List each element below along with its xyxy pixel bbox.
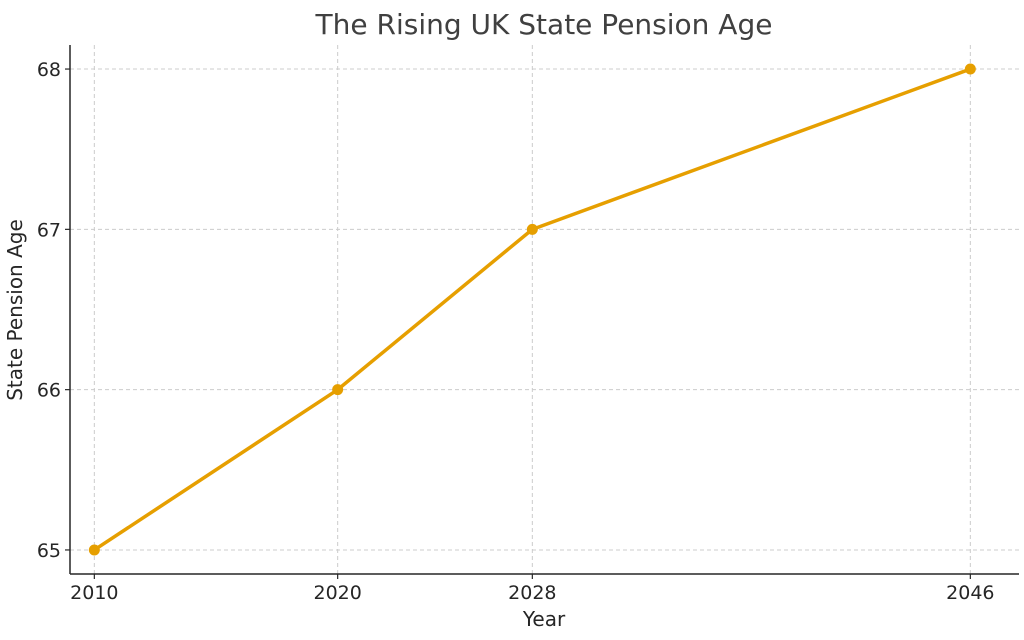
y-tick-label: 66: [37, 380, 61, 402]
grid: [70, 45, 1019, 574]
y-tick-label: 65: [37, 540, 61, 562]
data-point: [332, 384, 344, 396]
chart-title: The Rising UK State Pension Age: [315, 8, 773, 41]
data-point: [88, 544, 100, 556]
y-tick-label: 67: [37, 219, 61, 241]
x-tick-label: 2010: [70, 582, 118, 604]
series: [88, 63, 976, 556]
x-axis-ticks: 2010 2020 2028 2046: [70, 574, 995, 604]
x-axis-label: Year: [522, 607, 566, 631]
x-tick-label: 2046: [946, 582, 994, 604]
x-tick-label: 2028: [508, 582, 556, 604]
x-tick-label: 2020: [313, 582, 361, 604]
y-axis-label: State Pension Age: [3, 219, 27, 401]
y-axis-ticks: 65 66 67 68: [37, 59, 70, 562]
axes: [69, 45, 1019, 575]
series-line: [92, 67, 973, 552]
data-point: [526, 223, 538, 235]
y-tick-label: 68: [37, 59, 61, 81]
data-point: [964, 63, 976, 75]
